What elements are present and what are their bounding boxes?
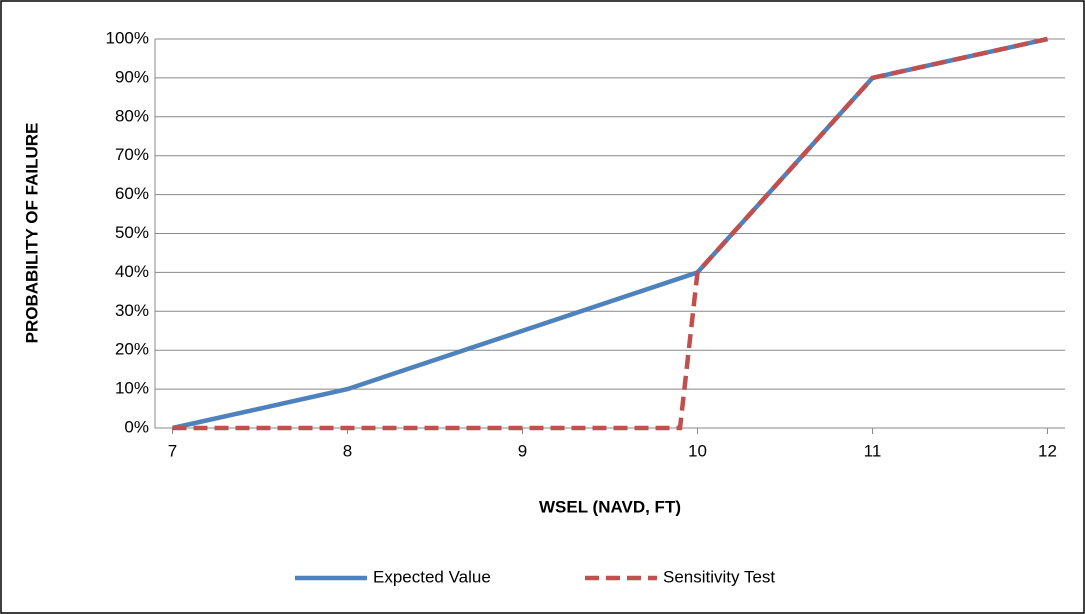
legend-label: Expected Value (373, 567, 491, 586)
y-tick-label: 100% (106, 28, 149, 47)
y-tick-label: 0% (124, 417, 149, 436)
y-tick-label: 10% (115, 379, 149, 398)
y-tick-label: 20% (115, 340, 149, 359)
x-tick-label: 12 (1038, 441, 1057, 460)
x-tick-label: 9 (518, 441, 527, 460)
x-tick-label: 8 (343, 441, 352, 460)
legend-label: Sensitivity Test (663, 567, 775, 586)
y-tick-label: 30% (115, 301, 149, 320)
y-axis-label: PROBABILITY OF FAILURE (22, 123, 41, 344)
y-tick-label: 90% (115, 67, 149, 86)
y-tick-label: 50% (115, 223, 149, 242)
y-tick-label: 40% (115, 262, 149, 281)
x-tick-label: 11 (864, 441, 882, 460)
y-tick-label: 70% (115, 145, 149, 164)
y-tick-label: 80% (115, 106, 149, 125)
x-tick-label: 10 (688, 441, 707, 460)
series-line (172, 36, 1048, 431)
y-tick-label: 60% (115, 184, 149, 203)
x-tick-label: 7 (168, 441, 177, 460)
x-axis-label: WSEL (NAVD, FT) (539, 497, 681, 516)
